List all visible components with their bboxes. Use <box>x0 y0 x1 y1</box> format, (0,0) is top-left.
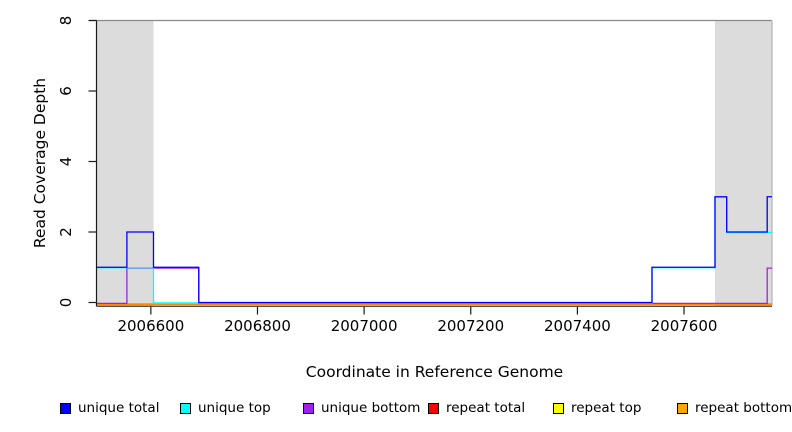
legend-label: unique top <box>198 400 271 416</box>
x-axis-tick-label: 2007000 <box>331 317 398 335</box>
series-line-unique-total <box>97 196 772 304</box>
legend-label: repeat total <box>446 400 526 416</box>
x-axis-title: Coordinate in Reference Genome <box>306 363 563 381</box>
unique-top-swatch <box>180 402 191 414</box>
legend-label: repeat bottom <box>695 400 792 416</box>
x-axis-tick-label: 2007200 <box>437 317 504 335</box>
legend-item-repeat-total: repeat total <box>428 399 525 417</box>
x-axis-tick-label: 2006600 <box>117 317 184 335</box>
legend-item-repeat-bottom: repeat bottom <box>677 399 792 417</box>
repeat-total-swatch <box>428 402 439 414</box>
shaded-region <box>714 20 772 306</box>
y-axis-tick-label: 8 <box>57 16 75 26</box>
x-axis-tick-label: 2007400 <box>544 317 611 335</box>
legend-item-unique-bottom: unique bottom <box>303 399 420 417</box>
legend-item-unique-top: unique top <box>180 399 271 417</box>
chart-legend: unique total unique top unique bottom repea… <box>0 399 792 419</box>
y-axis-title: Read Coverage Depth <box>31 78 49 248</box>
legend-label: unique bottom <box>321 400 421 416</box>
repeat-bottom-swatch <box>677 402 688 414</box>
y-axis-tick-label: 0 <box>57 298 75 308</box>
unique-total-swatch <box>60 402 71 414</box>
x-axis-tick-label: 2006800 <box>224 317 291 335</box>
legend-label: repeat top <box>571 400 642 416</box>
shaded-region <box>97 20 154 306</box>
legend-item-repeat-top: repeat top <box>553 399 641 417</box>
y-axis-tick-label: 4 <box>57 157 75 167</box>
y-axis-tick-label: 2 <box>57 227 75 237</box>
x-axis-tick-label: 2007600 <box>651 317 718 335</box>
legend-label: unique total <box>78 400 160 416</box>
repeat-top-swatch <box>553 402 564 414</box>
legend-item-unique-total: unique total <box>60 399 159 417</box>
y-axis-tick-label: 6 <box>57 86 75 96</box>
unique-bottom-swatch <box>303 402 314 414</box>
